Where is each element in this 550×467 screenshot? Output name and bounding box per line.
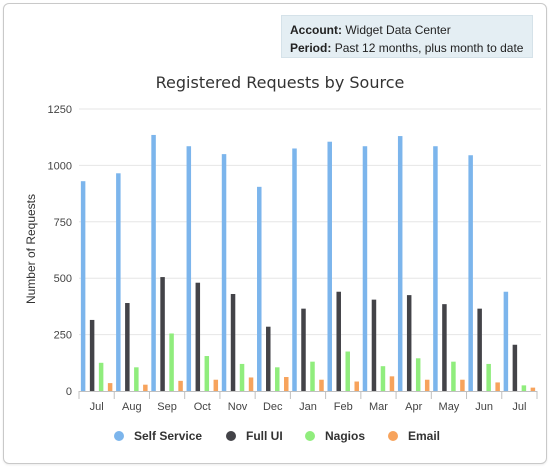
bar[interactable]: [266, 326, 271, 391]
period-line: Period: Past 12 months, plus month to da…: [290, 39, 524, 57]
legend-marker: [226, 431, 236, 441]
bar[interactable]: [397, 136, 403, 391]
x-tick-label: Aug: [122, 401, 142, 413]
x-tick-label: Jun: [475, 401, 493, 413]
account-line: Account: Widget Data Center: [290, 21, 524, 39]
x-axis: Jul Aug Sep Oct Nov Dec Jan Feb Mar Apr May Jun Jul: [78, 391, 538, 413]
bar[interactable]: [116, 173, 121, 391]
period-value: Past 12 months, plus month to date: [334, 41, 524, 55]
bar[interactable]: [327, 141, 332, 391]
account-value: Widget Data Center: [345, 23, 451, 37]
x-tick-label: Oct: [194, 401, 211, 413]
bar[interactable]: [495, 382, 500, 391]
bar[interactable]: [415, 358, 421, 391]
bar[interactable]: [143, 384, 148, 391]
bar[interactable]: [98, 362, 104, 391]
bar[interactable]: [89, 319, 95, 391]
bar[interactable]: [354, 381, 359, 391]
bar[interactable]: [521, 385, 527, 391]
bar[interactable]: [460, 379, 465, 391]
bar[interactable]: [213, 379, 219, 391]
bar[interactable]: [442, 304, 447, 391]
x-tick-label: Apr: [405, 401, 422, 413]
bars: [80, 134, 536, 391]
legend-label: Nagios: [325, 429, 365, 443]
bar[interactable]: [512, 344, 518, 391]
y-tick-label: 1250: [48, 104, 72, 116]
bar[interactable]: [80, 181, 86, 391]
x-tick-label: Dec: [263, 401, 283, 413]
bar[interactable]: [134, 367, 139, 391]
bar[interactable]: [530, 387, 536, 391]
legend-item[interactable]: Self Service: [114, 429, 202, 443]
bar[interactable]: [169, 333, 174, 391]
x-tick-label: May: [439, 401, 460, 413]
legend-label: Self Service: [134, 429, 202, 443]
y-tick-label: 500: [54, 273, 72, 285]
bar[interactable]: [406, 295, 412, 391]
bar[interactable]: [389, 376, 395, 391]
bar[interactable]: [248, 377, 254, 391]
info-box: Account: Widget Data Center Period: Past…: [281, 15, 533, 58]
gridlines: [79, 108, 541, 336]
bar[interactable]: [380, 366, 386, 391]
legend[interactable]: Self Service Full UI Nagios Email: [114, 429, 440, 443]
account-label: Account:: [290, 23, 342, 37]
legend-label: Full UI: [246, 429, 283, 443]
bar[interactable]: [319, 379, 324, 391]
legend-marker: [388, 431, 398, 441]
bar[interactable]: [468, 155, 473, 391]
y-axis-ticks: 0 250 500 750 1000 1250: [48, 104, 72, 398]
bar[interactable]: [336, 291, 341, 391]
bar[interactable]: [503, 291, 509, 391]
bar[interactable]: [204, 356, 210, 391]
legend-item[interactable]: Email: [388, 429, 440, 443]
bar[interactable]: [310, 361, 315, 391]
x-tick-label: Nov: [228, 401, 248, 413]
bar[interactable]: [107, 383, 113, 391]
bar[interactable]: [239, 363, 245, 391]
bar[interactable]: [301, 308, 306, 391]
legend-label: Email: [408, 429, 440, 443]
bar[interactable]: [178, 380, 183, 391]
bar[interactable]: [125, 303, 130, 391]
x-tick-label: Mar: [369, 401, 388, 413]
legend-item[interactable]: Full UI: [226, 429, 283, 443]
y-tick-label: 250: [54, 330, 72, 342]
bar[interactable]: [371, 299, 377, 391]
bar[interactable]: [221, 154, 227, 391]
bar[interactable]: [195, 282, 201, 391]
y-tick-label: 750: [54, 217, 72, 229]
x-tick-label: Jul: [90, 401, 104, 413]
period-label: Period:: [290, 41, 332, 55]
bar[interactable]: [477, 308, 482, 391]
y-tick-label: 1000: [48, 160, 72, 172]
x-tick-label: Jan: [299, 401, 317, 413]
bar[interactable]: [257, 186, 262, 391]
bar[interactable]: [424, 379, 430, 391]
bar[interactable]: [160, 277, 165, 391]
bar[interactable]: [345, 351, 350, 391]
x-tick-label: Jul: [512, 401, 526, 413]
bar[interactable]: [186, 146, 192, 391]
bar[interactable]: [451, 361, 456, 391]
bar[interactable]: [292, 148, 297, 391]
bar[interactable]: [486, 363, 491, 391]
legend-marker: [305, 431, 315, 441]
chart-title: Registered Requests by Source: [156, 73, 405, 92]
bar[interactable]: [151, 134, 156, 391]
bar[interactable]: [362, 146, 368, 391]
bar[interactable]: [230, 293, 236, 391]
y-tick-label: 0: [66, 386, 72, 398]
bar[interactable]: [433, 146, 438, 391]
y-axis-label: Number of Requests: [24, 194, 38, 304]
bar[interactable]: [275, 367, 280, 391]
x-tick-label: Feb: [334, 401, 353, 413]
bar[interactable]: [284, 377, 289, 391]
x-tick-label: Sep: [157, 401, 177, 413]
legend-marker: [114, 431, 124, 441]
legend-item[interactable]: Nagios: [305, 429, 365, 443]
